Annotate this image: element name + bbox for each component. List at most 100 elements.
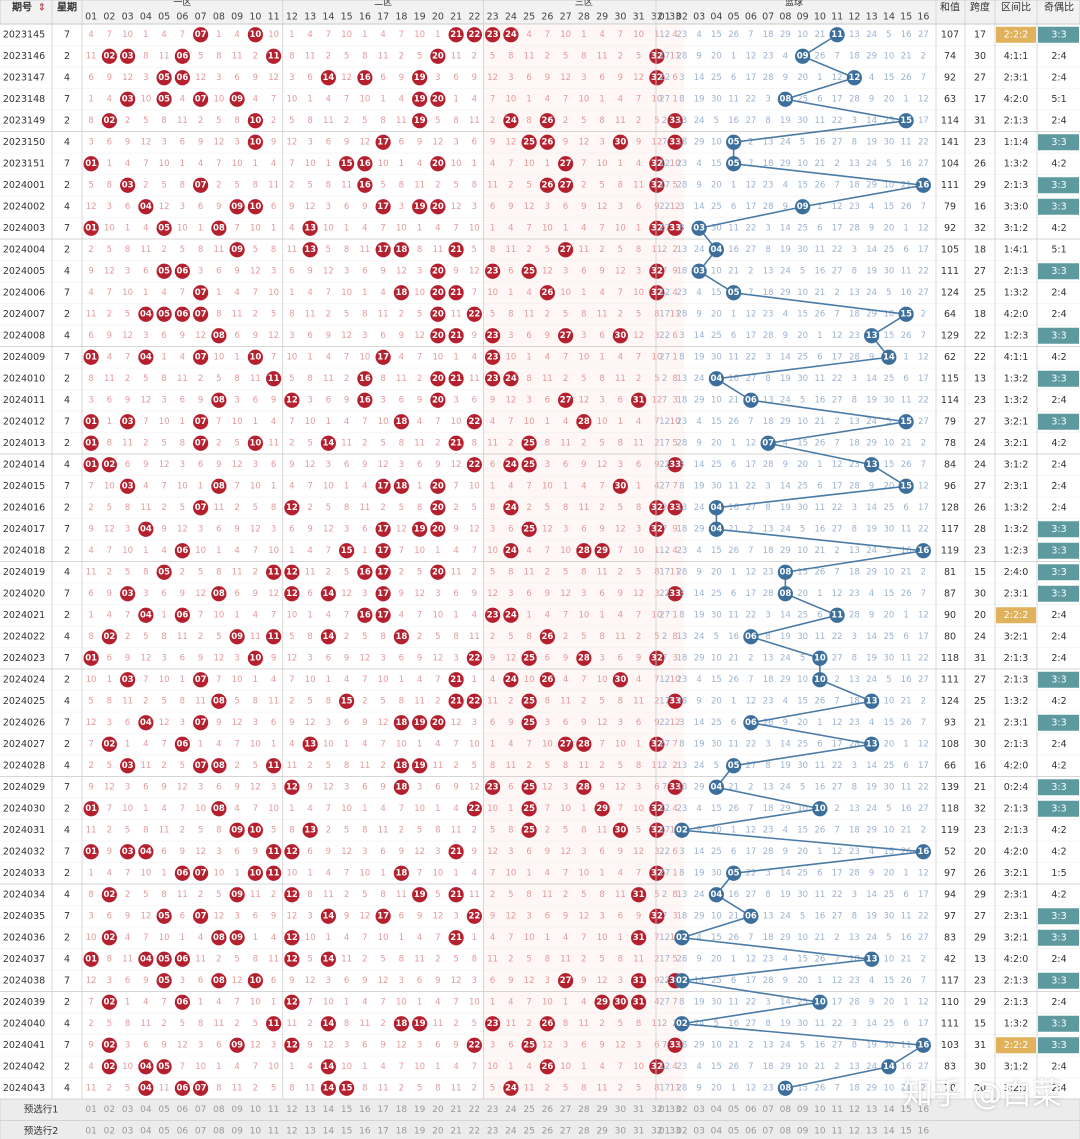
preselect-red-number[interactable]: 30 <box>615 1126 627 1136</box>
preselect-red-number[interactable]: 10 <box>250 1105 262 1115</box>
preselect-red-number[interactable]: 01 <box>85 1105 96 1115</box>
preselect-red-number[interactable]: 04 <box>140 1126 152 1136</box>
preselect-red-number[interactable]: 21 <box>450 1105 461 1115</box>
preselect-blue-number[interactable]: 13 <box>866 1126 877 1136</box>
preselect-red-number[interactable]: 05 <box>158 1105 169 1115</box>
preselect-red-number[interactable]: 24 <box>505 1105 517 1115</box>
preselect-red-number[interactable]: 15 <box>341 1126 352 1136</box>
preselect-blue-number[interactable]: 08 <box>780 1105 792 1115</box>
preselect-red-number[interactable]: 29 <box>596 1105 608 1115</box>
preselect-red-number[interactable]: 16 <box>359 1126 371 1136</box>
preselect-red-number[interactable]: 10 <box>250 1126 262 1136</box>
preselect-red-number[interactable]: 15 <box>341 1105 352 1115</box>
preselect-blue-number[interactable]: 16 <box>918 1126 930 1136</box>
preselect-red-number[interactable]: 11 <box>268 1126 279 1136</box>
preselect-red-number[interactable]: 32 <box>651 1105 662 1115</box>
preselect-red-number[interactable]: 08 <box>213 1105 225 1115</box>
preselect-red-number[interactable]: 08 <box>213 1126 225 1136</box>
preselect-red-number[interactable]: 27 <box>560 1105 571 1115</box>
preselect-blue-number[interactable]: 03 <box>693 1126 704 1136</box>
preselect-red-number[interactable]: 16 <box>359 1105 371 1115</box>
preselect-red-number[interactable]: 18 <box>396 1105 408 1115</box>
preselect-red-number[interactable]: 02 <box>104 1105 115 1115</box>
preselect-blue-number[interactable]: 07 <box>762 1126 773 1136</box>
preselect-red-number[interactable]: 26 <box>542 1126 554 1136</box>
preselect-red-number[interactable]: 18 <box>396 1126 408 1136</box>
preselect-red-number[interactable]: 26 <box>542 1105 554 1115</box>
preselect-blue-number[interactable]: 02 <box>676 1105 687 1115</box>
preselect-blue-number[interactable]: 15 <box>900 1105 911 1115</box>
preselect-blue-number[interactable]: 06 <box>745 1105 757 1115</box>
preselect-red-number[interactable]: 07 <box>195 1126 206 1136</box>
preselect-red-number[interactable]: 28 <box>578 1126 590 1136</box>
preselect-red-number[interactable]: 32 <box>651 1126 662 1136</box>
preselect-blue-number[interactable]: 02 <box>676 1126 687 1136</box>
preselect-blue-number[interactable]: 12 <box>849 1105 860 1115</box>
preselect-red-number[interactable]: 29 <box>596 1126 608 1136</box>
preselect-blue-number[interactable]: 10 <box>814 1126 826 1136</box>
preselect-blue-number[interactable]: 07 <box>762 1105 773 1115</box>
preselect-blue-number[interactable]: 13 <box>866 1105 877 1115</box>
preselect-blue-number[interactable]: 08 <box>780 1126 792 1136</box>
preselect-red-number[interactable]: 21 <box>450 1126 461 1136</box>
preselect-red-number[interactable]: 06 <box>177 1126 189 1136</box>
preselect-red-number[interactable]: 14 <box>323 1105 335 1115</box>
preselect-red-number[interactable]: 03 <box>122 1126 133 1136</box>
preselect-red-number[interactable]: 22 <box>469 1126 480 1136</box>
preselect-red-number[interactable]: 09 <box>231 1126 243 1136</box>
preselect-red-number[interactable]: 06 <box>177 1105 189 1115</box>
preselect-red-number[interactable]: 25 <box>523 1126 534 1136</box>
preselect-red-number[interactable]: 31 <box>633 1105 644 1115</box>
preselect-blue-number[interactable]: 01 <box>659 1105 670 1115</box>
preselect-red-number[interactable]: 17 <box>377 1105 388 1115</box>
preselect-red-number[interactable]: 01 <box>85 1126 96 1136</box>
preselect-blue-number[interactable]: 06 <box>745 1126 757 1136</box>
preselect-blue-number[interactable]: 11 <box>831 1126 842 1136</box>
preselect-red-number[interactable]: 24 <box>505 1126 517 1136</box>
preselect-red-number[interactable]: 05 <box>158 1126 169 1136</box>
preselect-blue-number[interactable]: 16 <box>918 1105 930 1115</box>
preselect-red-number[interactable]: 02 <box>104 1126 115 1136</box>
sort-arrows-icon[interactable]: ⇕ <box>38 3 46 14</box>
preselect-blue-number[interactable]: 05 <box>728 1126 739 1136</box>
preselect-red-number[interactable]: 31 <box>633 1126 644 1136</box>
preselect-red-number[interactable]: 27 <box>560 1126 571 1136</box>
preselect-blue-number[interactable]: 01 <box>659 1126 670 1136</box>
preselect-red-number[interactable]: 19 <box>414 1105 426 1115</box>
preselect-red-number[interactable]: 12 <box>286 1126 297 1136</box>
preselect-red-number[interactable]: 20 <box>432 1105 444 1115</box>
preselect-blue-number[interactable]: 11 <box>831 1105 842 1115</box>
preselect-red-number[interactable]: 33 <box>669 1105 680 1115</box>
preselect-blue-number[interactable]: 05 <box>728 1105 739 1115</box>
preselect-red-number[interactable]: 04 <box>140 1105 152 1115</box>
preselect-blue-number[interactable]: 04 <box>711 1105 723 1115</box>
preselect-red-number[interactable]: 23 <box>487 1126 498 1136</box>
preselect-row[interactable] <box>0 1120 1080 1139</box>
preselect-blue-number[interactable]: 09 <box>797 1126 809 1136</box>
preselect-red-number[interactable]: 17 <box>377 1126 388 1136</box>
preselect-blue-number[interactable]: 09 <box>797 1105 809 1115</box>
preselect-red-number[interactable]: 03 <box>122 1105 133 1115</box>
preselect-red-number[interactable]: 20 <box>432 1126 444 1136</box>
preselect-red-number[interactable]: 33 <box>669 1126 680 1136</box>
preselect-red-number[interactable]: 22 <box>469 1105 480 1115</box>
preselect-red-number[interactable]: 19 <box>414 1126 426 1136</box>
preselect-red-number[interactable]: 30 <box>615 1105 627 1115</box>
preselect-blue-number[interactable]: 14 <box>883 1126 895 1136</box>
preselect-red-number[interactable]: 14 <box>323 1126 335 1136</box>
preselect-red-number[interactable]: 13 <box>304 1105 315 1115</box>
preselect-blue-number[interactable]: 04 <box>711 1126 723 1136</box>
preselect-red-number[interactable]: 09 <box>231 1105 243 1115</box>
preselect-red-number[interactable]: 11 <box>268 1105 279 1115</box>
preselect-red-number[interactable]: 23 <box>487 1105 498 1115</box>
preselect-red-number[interactable]: 12 <box>286 1105 297 1115</box>
preselect-blue-number[interactable]: 14 <box>883 1105 895 1115</box>
preselect-red-number[interactable]: 13 <box>304 1126 315 1136</box>
preselect-red-number[interactable]: 07 <box>195 1105 206 1115</box>
preselect-blue-number[interactable]: 10 <box>814 1105 826 1115</box>
preselect-blue-number[interactable]: 15 <box>900 1126 911 1136</box>
preselect-blue-number[interactable]: 12 <box>849 1126 860 1136</box>
preselect-red-number[interactable]: 25 <box>523 1105 534 1115</box>
preselect-blue-number[interactable]: 03 <box>693 1105 704 1115</box>
preselect-red-number[interactable]: 28 <box>578 1105 590 1115</box>
